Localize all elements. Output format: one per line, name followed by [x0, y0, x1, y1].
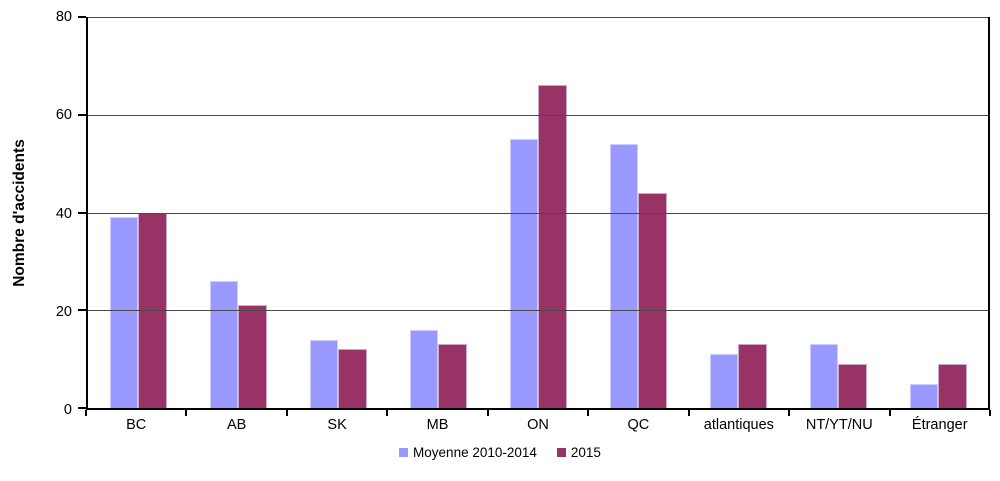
plot-categories: [88, 17, 988, 408]
bar-series-0: [609, 144, 638, 408]
x-tick-mark: [888, 410, 891, 416]
bar-series-0: [709, 354, 738, 408]
y-tick-mark: [78, 211, 86, 214]
legend-swatch-icon: [556, 448, 566, 457]
bar-series-0: [109, 217, 138, 408]
bar-series-1: [338, 349, 367, 408]
bar-series-0: [409, 329, 438, 408]
bar-series-0: [809, 344, 838, 408]
bar-series-0: [909, 383, 938, 408]
gridline: [88, 114, 988, 116]
gridline: [88, 17, 988, 18]
x-tick-mark: [989, 410, 991, 416]
y-tick-mark: [78, 16, 86, 18]
bar-series-1: [638, 192, 667, 408]
bar-series-1: [438, 344, 467, 408]
bar-series-0: [509, 139, 538, 408]
x-tick-mark: [386, 410, 389, 416]
x-tick-marks: [85, 410, 991, 417]
x-category-label: ON: [527, 417, 549, 433]
x-category-label: AB: [226, 417, 247, 433]
bar-series-0: [209, 280, 238, 408]
legend-label: 2015: [570, 445, 601, 460]
x-axis-labels: BC AB SK MB ON QC atlantiques NT/YT/NU Étranger: [86, 417, 990, 433]
gridline: [88, 212, 988, 214]
y-tick-mark: [78, 113, 86, 116]
y-tick-label: 60: [55, 107, 72, 123]
legend-swatch-icon: [399, 448, 409, 457]
plot-area: [78, 16, 990, 410]
bar-series-1: [738, 344, 767, 408]
x-tick-mark: [587, 410, 590, 416]
category-cell: [288, 17, 388, 408]
x-tick-mark: [185, 410, 188, 416]
x-category-label: QC: [627, 417, 650, 433]
x-tick-mark: [486, 410, 489, 416]
bar-series-1: [238, 305, 267, 408]
x-category-label: Étranger: [911, 417, 968, 433]
x-category-label: SK: [327, 417, 347, 433]
legend: Moyenne 2010-2014 2015: [0, 445, 1000, 460]
bar-series-1: [938, 364, 967, 408]
y-tick-label: 0: [63, 401, 72, 418]
y-tick-mark: [78, 407, 86, 409]
gridline: [88, 310, 988, 312]
category-cell: [388, 17, 488, 408]
x-category-label: BC: [126, 417, 147, 433]
x-tick-mark: [285, 410, 288, 416]
bar-series-1: [538, 85, 567, 408]
y-tick-label: 40: [55, 205, 72, 222]
x-category-label: atlantiques: [703, 417, 774, 433]
x-tick-mark: [788, 410, 791, 416]
x-tick-mark: [687, 410, 690, 416]
category-cell: [188, 17, 288, 408]
category-cell: [488, 17, 588, 408]
category-cell: [588, 17, 688, 408]
bar-series-1: [838, 364, 867, 408]
category-cell: [888, 17, 988, 408]
category-cell: [688, 17, 788, 408]
y-axis-labels: 0 20 40 60 80: [0, 10, 72, 417]
legend-item: Moyenne 2010-2014: [399, 445, 537, 460]
x-category-label: NT/YT/NU: [805, 417, 873, 433]
category-cell: [788, 17, 888, 408]
legend-item: 2015: [556, 445, 601, 460]
legend-label: Moyenne 2010-2014: [413, 445, 537, 460]
x-category-label: MB: [426, 417, 449, 433]
bar-series-0: [309, 339, 338, 408]
y-tick-label: 80: [55, 8, 72, 25]
y-tick-label: 20: [55, 303, 72, 320]
x-tick-mark: [85, 410, 87, 416]
y-tick-mark: [78, 309, 86, 312]
